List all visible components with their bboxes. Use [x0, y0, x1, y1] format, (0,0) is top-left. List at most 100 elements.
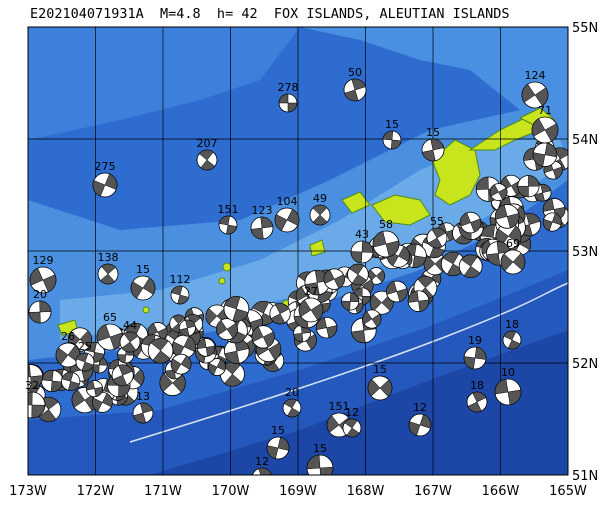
depth-label: 12 [345, 406, 359, 419]
latitude-label: 55N [572, 21, 598, 36]
depth-label: 27 [304, 285, 318, 298]
beachball-quadrants [467, 391, 487, 413]
depth-label: 20 [285, 386, 299, 399]
beachball-quadrants [386, 281, 408, 302]
beachball [278, 93, 298, 113]
beachball [521, 81, 549, 109]
beachball-quadrants [170, 355, 192, 373]
beachball [97, 263, 119, 285]
beachball [502, 330, 522, 350]
beachball-quadrants [130, 277, 156, 299]
beachball-quadrants [274, 208, 300, 232]
depth-label: 71 [538, 104, 552, 117]
beachball [494, 378, 522, 406]
beachball [315, 317, 338, 339]
beachball [386, 280, 408, 303]
beachball [500, 249, 526, 275]
beachball-quadrants [76, 352, 94, 372]
beachball [407, 290, 430, 312]
beachball [132, 402, 154, 424]
beachball [223, 296, 250, 322]
beachball [372, 230, 400, 258]
depth-label: 43 [355, 228, 369, 241]
beachball [463, 346, 487, 370]
depth-label: 151 [329, 400, 350, 413]
beachball [274, 207, 300, 233]
depth-label: 278 [278, 81, 299, 94]
beachball [347, 263, 369, 286]
focal-mechanisms [28, 78, 568, 475]
beachball [196, 149, 218, 171]
beachball-quadrants [372, 231, 400, 257]
depth-label: 25 [78, 340, 92, 353]
depth-label: 12 [255, 455, 269, 468]
beachball-quadrants [100, 263, 116, 285]
beachball [494, 204, 520, 229]
beachball [304, 269, 330, 296]
beachball-quadrants [266, 436, 290, 460]
longitude-label: 172W [77, 484, 115, 499]
longitude-label: 166W [482, 484, 520, 499]
beachball [532, 142, 558, 168]
beachball [423, 252, 447, 276]
beachball-quadrants [408, 414, 432, 436]
depth-label: 129 [33, 254, 54, 267]
beachball-quadrants [494, 378, 522, 406]
depth-label: 112 [170, 273, 191, 286]
beachball [250, 216, 274, 240]
beachball-quadrants [28, 391, 46, 419]
beachball-quadrants [196, 338, 216, 357]
beachball-quadrants [542, 213, 562, 232]
beachball-quadrants [121, 331, 139, 353]
depth-label: 151 [218, 203, 239, 216]
depth-label: 15 [136, 263, 150, 276]
beachball [466, 391, 488, 413]
beachball-quadrants [298, 299, 324, 321]
map-frame [27, 26, 569, 476]
latitude-label: 52N [572, 357, 598, 372]
beachball-quadrants [344, 418, 360, 438]
beachball [350, 240, 374, 264]
beachball-quadrants [159, 373, 186, 393]
beachball [91, 391, 113, 413]
depth-label: 55 [430, 215, 444, 228]
map-title: E202104071931A M=4.8 h= 42 FOX ISLANDS, … [30, 6, 510, 22]
depth-label: 138 [98, 251, 119, 264]
beachball [92, 172, 118, 198]
beachball-quadrants [495, 204, 520, 229]
beachball [28, 391, 46, 419]
beachball [269, 303, 291, 325]
beachball-quadrants [216, 320, 238, 339]
beachball [458, 254, 483, 279]
beachball [282, 398, 302, 418]
beachball [130, 275, 156, 301]
beachball-quadrants [250, 216, 274, 240]
depth-label: 12 [413, 401, 427, 414]
beachball [40, 369, 64, 393]
beachball [306, 454, 334, 475]
beachball [170, 285, 190, 305]
beachball-quadrants [179, 319, 196, 337]
beachball [542, 212, 562, 232]
beachball-quadrants [344, 78, 366, 102]
beachball-quadrants [421, 138, 445, 162]
beachball-quadrants [218, 215, 238, 235]
latitude-label: 54N [572, 133, 598, 148]
beachball-quadrants [341, 292, 360, 311]
beachball [362, 309, 382, 329]
beachball-quadrants [362, 311, 382, 328]
beachball-quadrants [348, 263, 367, 286]
beachball-quadrants [517, 175, 540, 198]
beachball-quadrants [407, 290, 430, 312]
beachball-quadrants [503, 330, 521, 350]
beachball-quadrants [150, 337, 171, 364]
beachball [119, 331, 141, 353]
beachball-quadrants [463, 346, 487, 370]
beachball [298, 297, 324, 323]
depth-label: 15 [385, 118, 399, 131]
beachball [309, 204, 331, 226]
beachball [459, 211, 482, 234]
beachball [28, 364, 44, 390]
beachball-quadrants [92, 393, 113, 412]
beachball-quadrants [323, 269, 345, 289]
